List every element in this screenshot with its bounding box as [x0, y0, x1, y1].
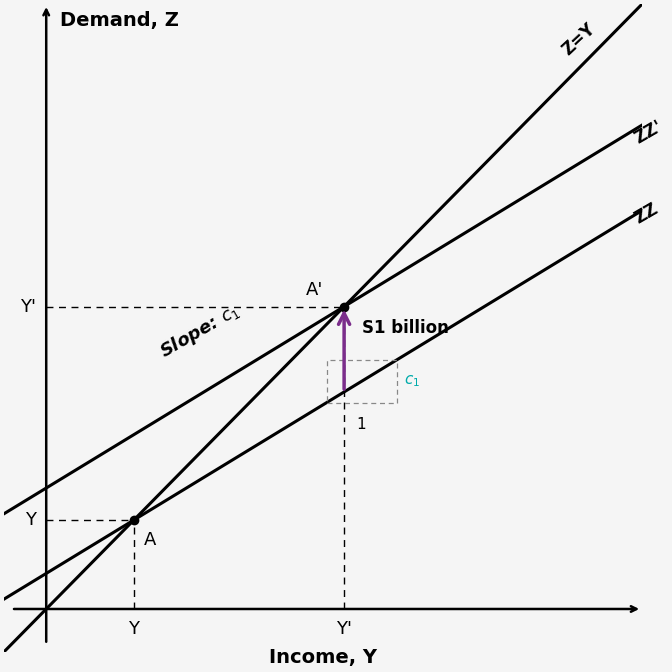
- Text: Y': Y': [19, 298, 36, 316]
- Text: Z=Y: Z=Y: [559, 20, 599, 59]
- Text: Y': Y': [336, 620, 352, 638]
- Text: S1 billion: S1 billion: [362, 319, 448, 337]
- Text: Demand, Z: Demand, Z: [60, 11, 179, 30]
- Text: $c_1$: $c_1$: [404, 374, 420, 389]
- Text: Y: Y: [25, 511, 36, 529]
- Text: Slope: $\mathit{c}_1$: Slope: $\mathit{c}_1$: [157, 300, 245, 363]
- Text: Income, Y: Income, Y: [269, 648, 377, 667]
- Text: 1: 1: [357, 417, 366, 432]
- Text: ZZ': ZZ': [632, 117, 666, 147]
- Text: A: A: [144, 531, 157, 549]
- Text: ZZ: ZZ: [632, 200, 661, 228]
- Text: A': A': [306, 282, 323, 300]
- Text: Y: Y: [128, 620, 139, 638]
